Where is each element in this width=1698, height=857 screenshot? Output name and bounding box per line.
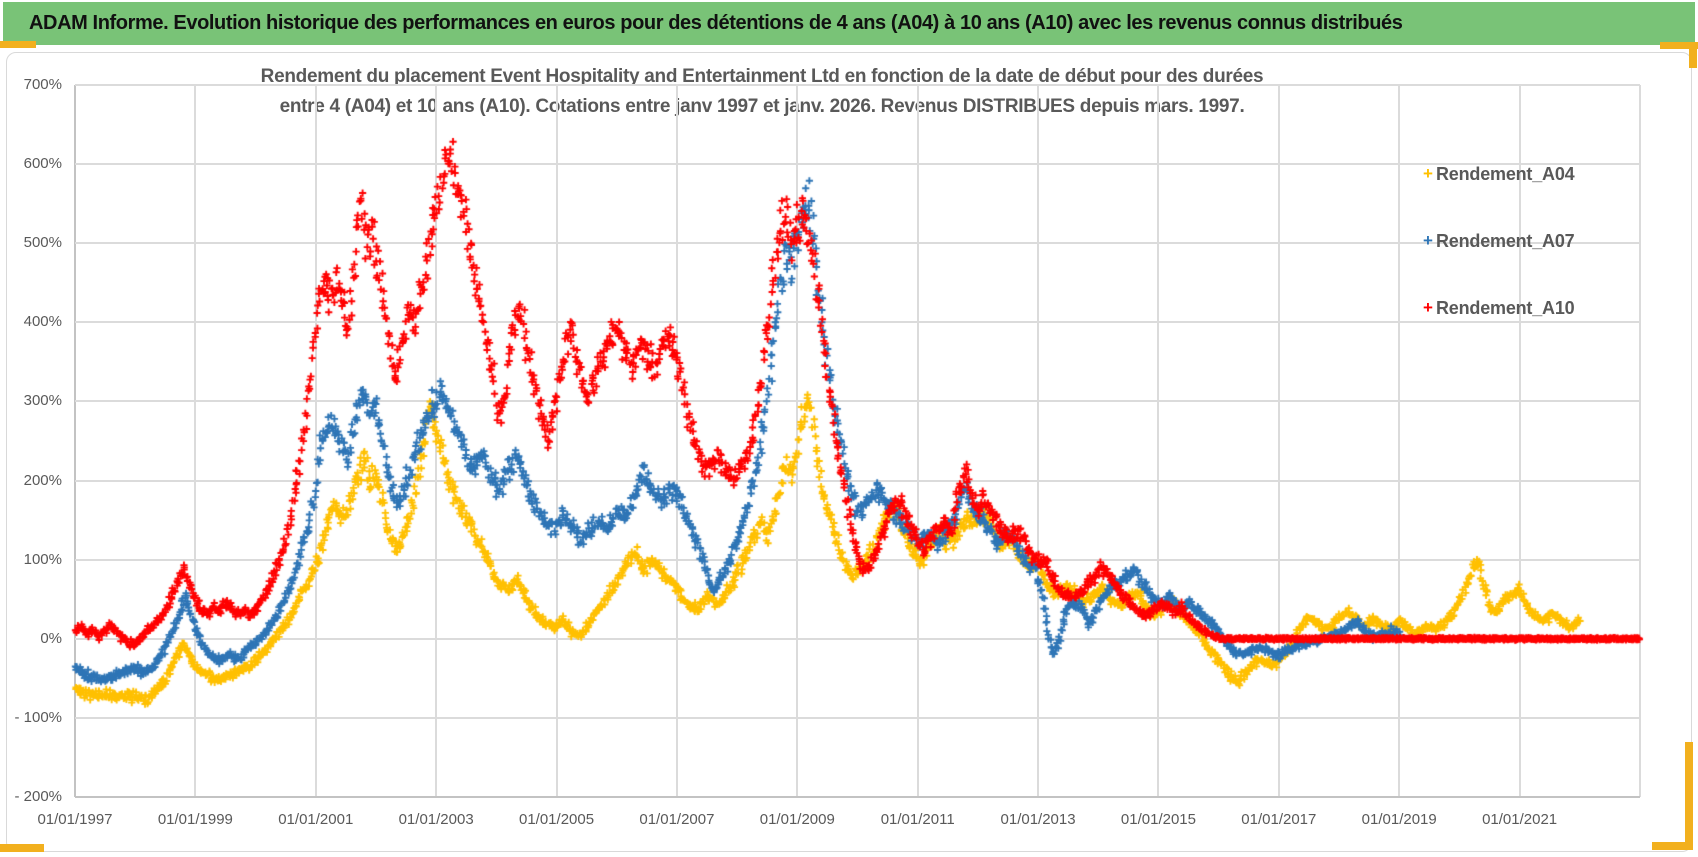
legend-item-rendement_a07[interactable]: + Rendement_A07 <box>1420 227 1575 255</box>
legend-item-rendement_a04[interactable]: + Rendement_A04 <box>1420 160 1575 188</box>
gold-bracket-bottom-left-h <box>0 844 44 852</box>
legend-item-rendement_a10[interactable]: + Rendement_A10 <box>1420 294 1575 322</box>
legend: + Rendement_A04 + Rendement_A07 + Rendement_A… <box>1420 160 1575 361</box>
legend-label: Rendement_A04 <box>1436 163 1575 184</box>
gold-bracket-top-left-h <box>0 41 36 48</box>
gold-bracket-bottom-right-h <box>1652 842 1693 850</box>
legend-marker-icon: + <box>1423 164 1433 183</box>
legend-label: Rendement_A10 <box>1436 297 1575 318</box>
legend-marker-icon: + <box>1423 231 1433 250</box>
gold-bracket-bottom-right-v <box>1685 742 1693 850</box>
gold-bracket-top-right-h <box>1660 42 1698 49</box>
legend-label: Rendement_A07 <box>1436 230 1575 251</box>
gold-bracket-top-right-v <box>1689 42 1697 68</box>
legend-marker-icon: + <box>1423 298 1433 317</box>
